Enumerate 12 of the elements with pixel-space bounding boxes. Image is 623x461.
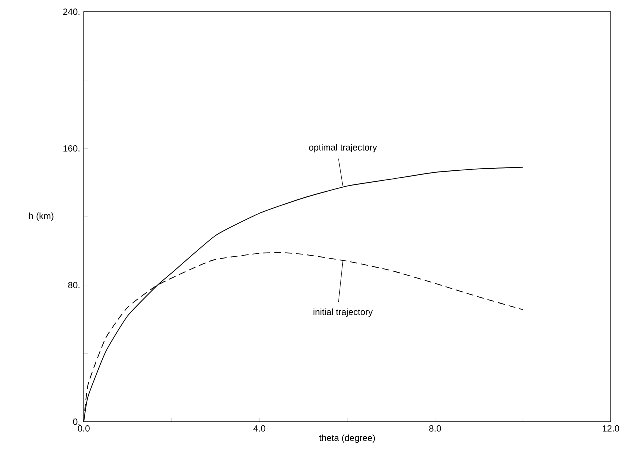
y-axis-title: h (km)	[29, 212, 54, 222]
y-tick-label: 0.	[73, 418, 80, 426]
x-tick-label: 4.0	[254, 426, 266, 432]
x-axis-title: theta (degree)	[319, 434, 376, 444]
y-tick-label: 80.	[68, 282, 80, 288]
annotation: initial trajectory	[314, 308, 373, 318]
y-tick-label: 160.	[64, 145, 80, 152]
annotation: optimal trajectory	[309, 144, 378, 153]
x-tick-label: 12.0	[602, 426, 620, 432]
x-tick-label: 0.0	[78, 426, 90, 432]
y-tick-label: 240.	[63, 8, 80, 16]
x-tick-label: 8.0	[430, 426, 442, 432]
